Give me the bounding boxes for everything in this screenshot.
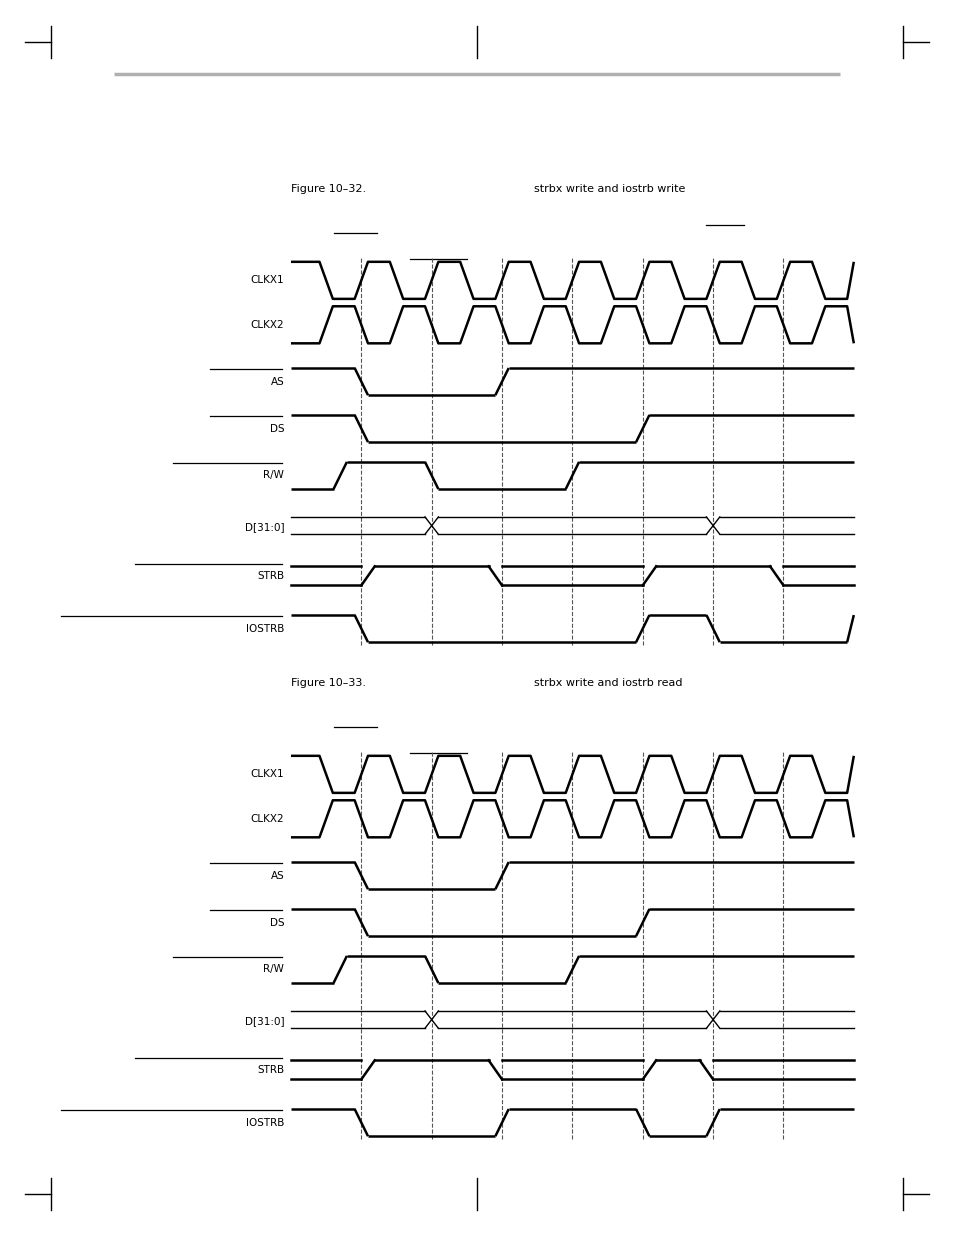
Text: CLKX1: CLKX1 xyxy=(251,275,284,285)
Text: STRB: STRB xyxy=(257,571,284,580)
Text: DS: DS xyxy=(270,918,284,927)
Text: STRB: STRB xyxy=(257,1065,284,1074)
Text: strbx write and iostrb read: strbx write and iostrb read xyxy=(534,678,682,688)
Text: R/W: R/W xyxy=(263,965,284,974)
Text: Figure 10–32.: Figure 10–32. xyxy=(291,184,366,194)
Text: IOSTRB: IOSTRB xyxy=(246,624,284,634)
Text: D[31:0]: D[31:0] xyxy=(244,1016,284,1026)
Text: Figure 10–33.: Figure 10–33. xyxy=(291,678,366,688)
Text: IOSTRB: IOSTRB xyxy=(246,1118,284,1128)
Text: CLKX2: CLKX2 xyxy=(251,814,284,824)
Text: CLKX2: CLKX2 xyxy=(251,320,284,330)
Text: strbx write and iostrb write: strbx write and iostrb write xyxy=(534,184,685,194)
Text: CLKX1: CLKX1 xyxy=(251,769,284,779)
Text: DS: DS xyxy=(270,424,284,433)
Text: AS: AS xyxy=(271,871,284,881)
Text: AS: AS xyxy=(271,377,284,387)
Text: R/W: R/W xyxy=(263,471,284,480)
Text: D[31:0]: D[31:0] xyxy=(244,522,284,532)
